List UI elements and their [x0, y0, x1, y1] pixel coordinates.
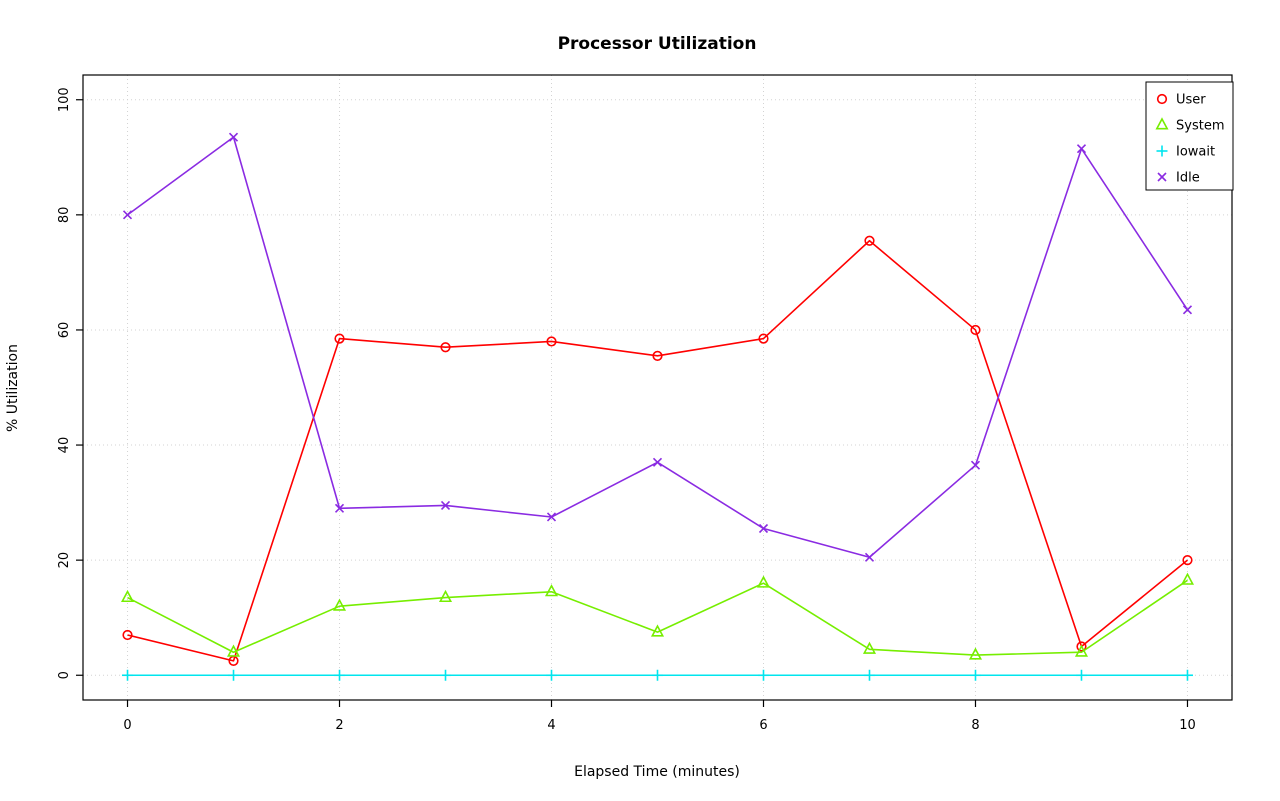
x-tick-label: 2: [335, 718, 343, 733]
gridlines: [83, 75, 1232, 700]
legend: User System Iowait Idle: [1145, 81, 1234, 191]
x-marker-icon: [864, 552, 875, 562]
circle-marker-icon: [970, 324, 981, 336]
circle-marker-icon: [1182, 555, 1193, 566]
chart-title: Processor Utilization: [558, 34, 757, 54]
legend-label: System: [1176, 119, 1224, 134]
legend-box: [1145, 81, 1234, 191]
x-marker-icon: [228, 132, 239, 142]
legend-item-system: System: [1155, 117, 1224, 134]
x-tick-label: 4: [547, 718, 555, 733]
triangle-marker-icon: [226, 644, 241, 657]
legend-label: Idle: [1176, 171, 1200, 186]
y-tick-label: 60: [57, 322, 72, 339]
x-marker-icon: [440, 500, 451, 511]
triangle-marker-icon: [650, 624, 665, 637]
triangle-marker-icon: [1155, 117, 1169, 130]
series-line-idle: [127, 136, 1189, 559]
x-marker-icon: [334, 503, 345, 513]
circle-marker-icon: [334, 333, 345, 344]
circle-marker-icon: [1156, 93, 1168, 105]
triangle-marker-icon: [1180, 572, 1195, 585]
data-series: [120, 132, 1195, 681]
series-line-system: [127, 579, 1188, 656]
circle-marker-icon: [758, 333, 769, 344]
legend-item-user: User: [1156, 93, 1206, 108]
legend-item-idle: Idle: [1157, 171, 1200, 186]
x-marker-icon: [758, 523, 769, 534]
x-marker-icon: [1076, 144, 1087, 154]
series-line-user: [127, 239, 1188, 662]
y-tick-label: 40: [57, 437, 72, 454]
y-tick-label: 20: [57, 552, 72, 569]
triangle-marker-icon: [968, 647, 983, 660]
legend-label: User: [1176, 93, 1206, 108]
x-marker-icon: [1157, 172, 1167, 182]
circle-marker-icon: [546, 336, 557, 347]
circle-marker-icon: [122, 629, 133, 641]
triangle-marker-icon: [862, 641, 877, 654]
y-tick-label: 100: [57, 87, 72, 112]
x-tick-label: 8: [971, 718, 979, 733]
legend-label: Iowait: [1176, 145, 1215, 160]
y-tick-label: 80: [57, 207, 72, 224]
plot-box: [82, 74, 1233, 701]
triangle-marker-icon: [120, 589, 135, 603]
x-axis-label: Elapsed Time (minutes): [574, 764, 740, 780]
x-tick-label: 0: [123, 718, 131, 733]
triangle-marker-icon: [544, 584, 559, 597]
circle-marker-icon: [1076, 641, 1087, 652]
triangle-marker-icon: [1074, 644, 1089, 657]
x-marker-icon: [1182, 305, 1193, 315]
x-marker-icon: [652, 457, 663, 467]
x-marker-icon: [546, 512, 557, 522]
triangle-marker-icon: [756, 575, 771, 588]
circle-marker-icon: [652, 350, 663, 361]
x-tick-label: 6: [759, 718, 767, 733]
x-marker-icon: [970, 460, 981, 470]
triangle-marker-icon: [438, 589, 453, 603]
y-axis-label: % Utilization: [5, 344, 21, 432]
triangle-marker-icon: [332, 598, 347, 611]
x-marker-icon: [122, 210, 133, 220]
legend-item-iowait: Iowait: [1156, 145, 1215, 160]
y-tick-label: 0: [57, 671, 72, 679]
x-tick-label: 10: [1179, 718, 1196, 733]
circle-marker-icon: [440, 342, 451, 353]
circle-marker-icon: [864, 235, 875, 246]
